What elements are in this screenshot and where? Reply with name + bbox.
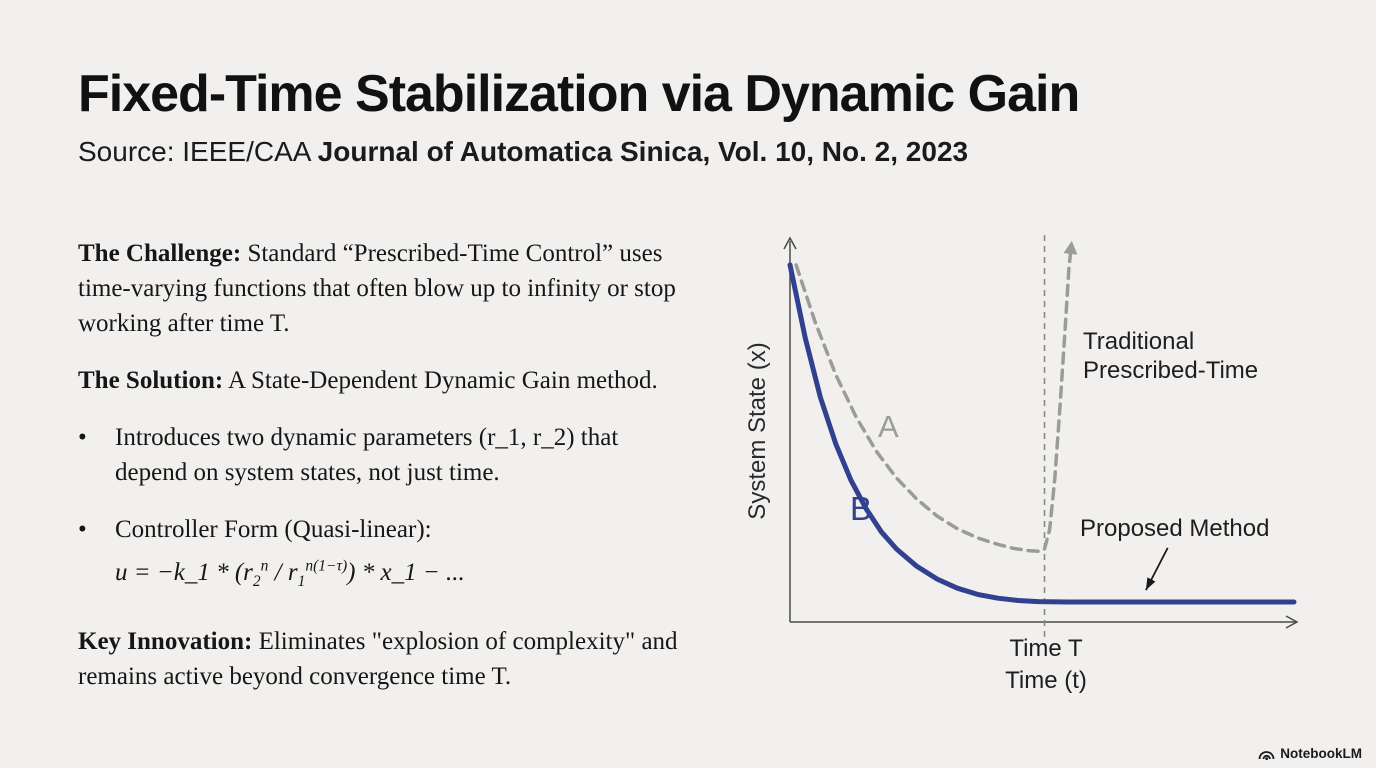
bullet2-lead: Controller Form (Quasi-linear):: [115, 516, 432, 543]
formula-head: u = −k_1 * (r: [115, 559, 253, 587]
notebooklm-brand: NotebookLM: [1258, 746, 1362, 761]
curve-traditional-a: [794, 243, 1074, 554]
key-innovation-text: Eliminates "explosion of complexity" and…: [78, 628, 678, 691]
notebooklm-logo-icon: [1258, 750, 1275, 760]
notebooklm-brand-text: NotebookLM: [1280, 746, 1362, 761]
list-item: • Introduces two dynamic parameters (r_1…: [78, 420, 696, 490]
curve-traditional-a-arrowhead-icon: [1063, 240, 1078, 255]
formula-sub1: 2: [252, 573, 261, 591]
challenge-label: The Challenge:: [78, 240, 242, 267]
curve-a-tag: A: [878, 409, 899, 444]
key-innovation-label: Key Innovation:: [78, 628, 253, 656]
y-axis-label: System State (x): [744, 342, 771, 520]
formula-tail: ) * x_1 − ...: [347, 559, 465, 587]
bullet2-content: Controller Form (Quasi-linear): u = −k_1…: [115, 512, 465, 602]
source-prefix: Source: IEEE/CAA: [78, 136, 318, 167]
proposed-method-label: Proposed Method: [1080, 515, 1270, 542]
list-item: • Controller Form (Quasi-linear): u = −k…: [78, 512, 696, 602]
curve-b-tag: B: [850, 490, 873, 527]
bullet-list: • Introduces two dynamic parameters (r_1…: [78, 420, 696, 602]
key-innovation-paragraph: Key Innovation: Eliminates "explosion of…: [78, 624, 696, 694]
formula-sup2: n(1−τ): [305, 558, 348, 575]
challenge-text: Standard “Prescribed-Time Control” uses …: [78, 240, 676, 337]
controller-formula: u = −k_1 * (r2n / r1n(1−τ)) * x_1 − ...: [115, 558, 465, 590]
state-vs-time-chart: [783, 235, 1299, 638]
source-line: Source: IEEE/CAA Journal of Automatica S…: [78, 136, 968, 168]
time-t-marker-label: Time T: [1009, 635, 1083, 662]
x-axis-arrow-icon: [1285, 615, 1299, 629]
challenge-paragraph: The Challenge: Standard “Prescribed-Time…: [78, 236, 696, 341]
bullet-icon: •: [78, 516, 87, 543]
solution-paragraph: The Solution: A State-Dependent Dynamic …: [78, 363, 696, 398]
body-text-column: The Challenge: Standard “Prescribed-Time…: [78, 236, 696, 716]
curve-proposed-b: [787, 262, 1297, 605]
page-title: Fixed-Time Stabilization via Dynamic Gai…: [78, 65, 1080, 123]
proposed-method-arrowhead-icon: [1145, 577, 1156, 591]
solution-label: The Solution:: [78, 367, 224, 394]
traditional-curve-label-line2: Prescribed-Time: [1083, 357, 1259, 384]
traditional-curve-label-line1: Traditional: [1083, 328, 1195, 355]
formula-sup1: n: [260, 558, 269, 575]
formula-mid: / r: [268, 559, 298, 587]
solution-text: A State-Dependent Dynamic Gain method.: [223, 367, 658, 394]
formula-sub2: 1: [297, 573, 306, 591]
traditional-curve-label: Traditional Prescribed-Time: [1083, 327, 1258, 385]
x-axis-label: Time (t): [1005, 667, 1087, 694]
bullet1-text: Introduces two dynamic parameters (r_1, …: [115, 424, 619, 486]
source-journal: Journal of Automatica Sinica, Vol. 10, N…: [317, 136, 969, 167]
bullet-icon: •: [78, 424, 87, 451]
y-axis-arrow-icon: [783, 236, 797, 250]
